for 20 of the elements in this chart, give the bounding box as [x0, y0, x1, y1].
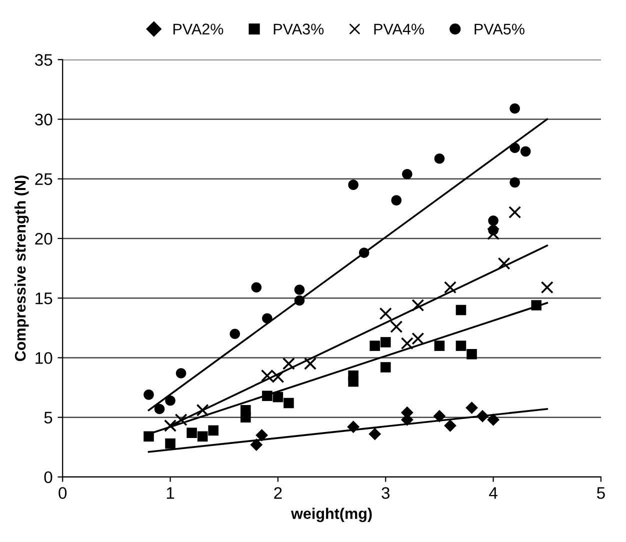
- x-tick-label: 5: [596, 487, 605, 499]
- y-tick-label: 30: [34, 114, 52, 126]
- y-tick-label: 35: [34, 54, 52, 66]
- y-tick-label: 10: [36, 352, 52, 364]
- legend-label: PVA4%: [374, 24, 424, 34]
- x-tick-label: 0: [58, 487, 67, 499]
- legend-label: PVA2%: [173, 24, 224, 34]
- y-axis-title: Compressive strength (N): [14, 176, 29, 362]
- legend-label: PVA3%: [274, 24, 324, 35]
- x-axis-title: weight(mg): [291, 508, 372, 522]
- x-tick-label: 3: [382, 487, 390, 499]
- y-tick-label: 25: [35, 173, 52, 186]
- x-tick-label: 2: [274, 487, 282, 499]
- y-tick-label: 5: [44, 412, 52, 424]
- x-tick-label: 4: [489, 487, 498, 499]
- legend-label: PVA5%: [474, 24, 524, 35]
- y-tick-label: 20: [35, 232, 52, 245]
- x-tick-label: 1: [166, 487, 174, 499]
- y-tick-label: 0: [44, 471, 52, 484]
- y-tick-label: 15: [36, 292, 52, 304]
